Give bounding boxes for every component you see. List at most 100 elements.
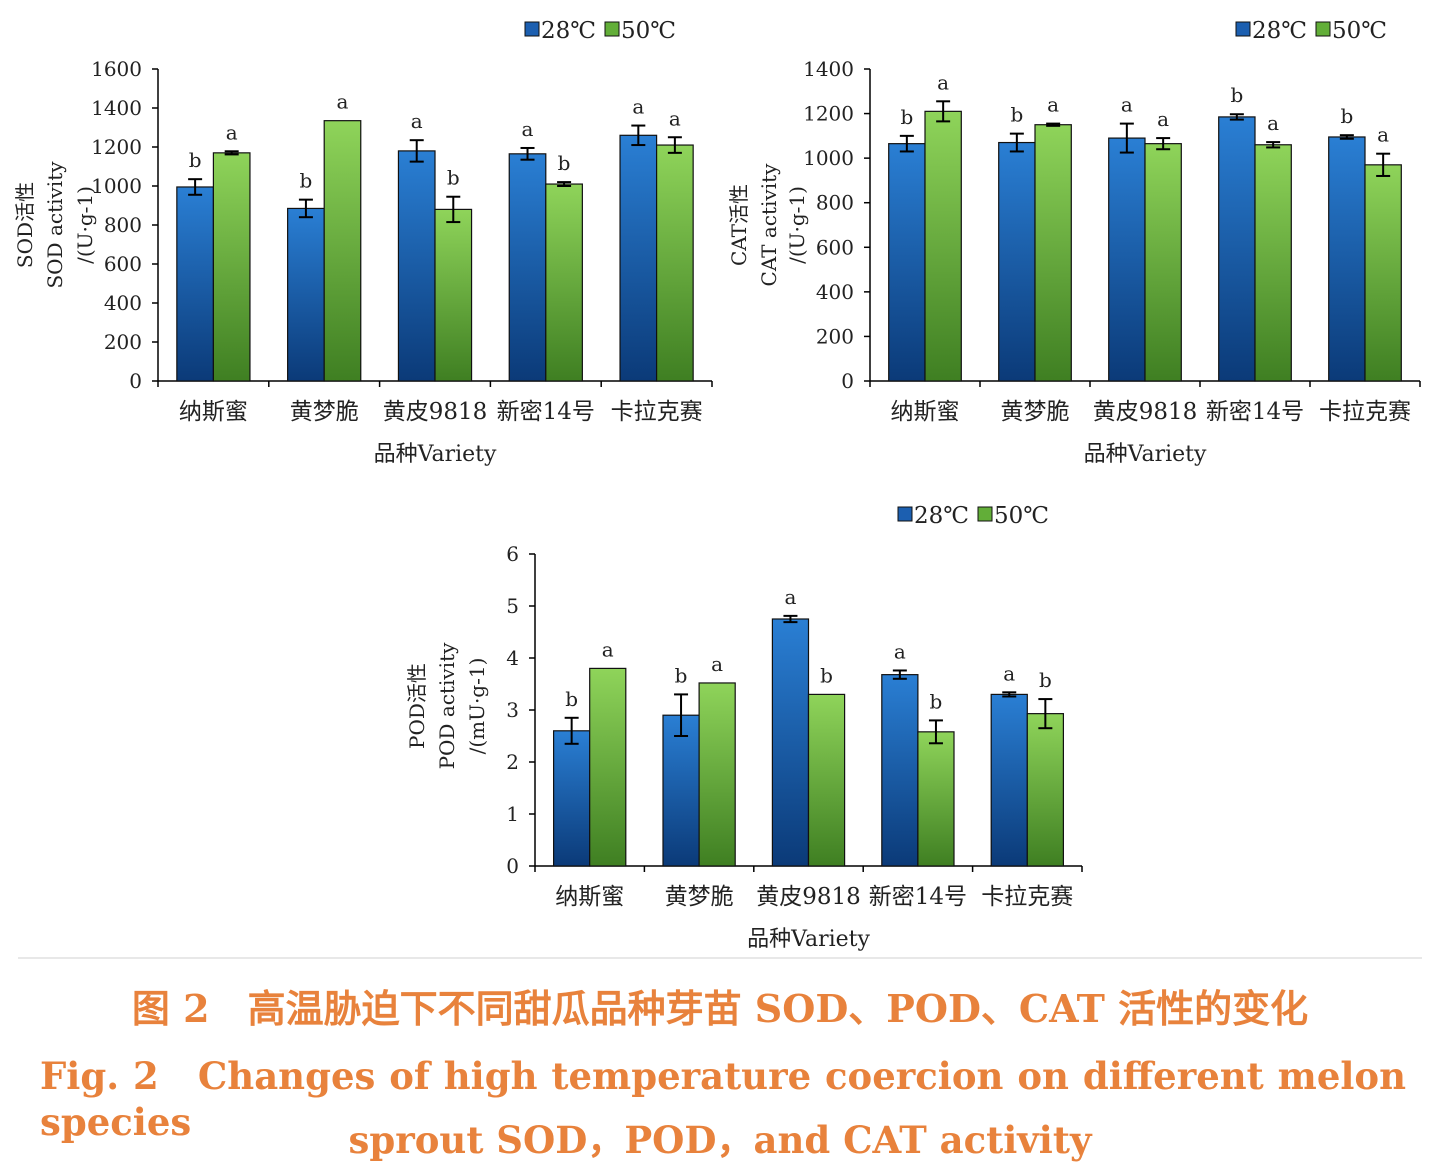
bar-28c [998, 141, 1036, 382]
x-axis-label: 品种Variety [747, 927, 870, 952]
bar-28c [662, 714, 700, 867]
y-tick-label: 0 [841, 369, 854, 393]
significance-letter: b [558, 151, 571, 175]
significance-letter: a [669, 106, 681, 130]
significance-letter: a [1047, 93, 1059, 117]
y-tick-label: 1200 [803, 102, 854, 126]
significance-letter: a [1121, 93, 1133, 117]
y-tick-label: 1400 [91, 96, 142, 120]
bar-50c [212, 152, 251, 382]
bar-28c [881, 674, 919, 867]
y-tick-label: 1200 [91, 135, 142, 159]
y-axis-label-line-1: POD活性 [405, 663, 429, 749]
significance-letter: b [189, 148, 202, 172]
significance-letter: b [1230, 83, 1243, 107]
significance-letter: a [337, 90, 349, 114]
y-axis-label-line-3: /(U·g-1) [73, 186, 97, 264]
caption-english-line-1: Fig. 2 Changes of high temperature coerc… [40, 1054, 1406, 1144]
x-category-label: 新密14号 [869, 884, 967, 910]
legend-swatch-28c [1235, 21, 1251, 37]
x-axis-label: 品种Variety [1084, 442, 1207, 467]
caption-english-line-2: sprout SOD，POD，and CAT activity [348, 1118, 1092, 1162]
y-axis-label-line-1: CAT活性 [727, 184, 751, 266]
bar-28c [287, 207, 325, 382]
bar-50c [924, 110, 962, 382]
legend: 28℃ 50℃ [1235, 18, 1387, 44]
x-category-label: 黄梦脆 [290, 399, 359, 425]
bar-50c [1364, 164, 1402, 382]
bar-28c [1108, 137, 1146, 382]
y-tick-label: 0 [129, 369, 142, 393]
significance-letter: a [784, 585, 796, 609]
y-axis-label-line-2: CAT activity [757, 163, 781, 287]
bar-28c [1328, 136, 1366, 382]
bar-28c [1218, 116, 1256, 382]
bar-50c [323, 120, 362, 382]
bar-50c [917, 731, 955, 867]
significance-letter: b [1010, 103, 1023, 127]
y-tick-label: 400 [104, 291, 142, 315]
bar-28c [176, 186, 214, 382]
x-category-label: 卡拉克赛 [1319, 399, 1411, 425]
y-axis-label-line-1: SOD活性 [13, 182, 37, 268]
bar-28c [888, 143, 926, 382]
x-category-label: 黄皮9818 [756, 884, 861, 910]
x-category-label: 黄皮9818 [1093, 399, 1198, 425]
significance-letter: a [602, 637, 614, 661]
y-tick-label: 600 [816, 235, 854, 259]
legend-label-50c: 50℃ [1332, 18, 1387, 44]
legend: 28℃ 50℃ [524, 18, 676, 44]
y-tick-label: 400 [816, 280, 854, 304]
legend-label-28c: 28℃ [541, 18, 596, 44]
x-category-label: 卡拉克赛 [611, 399, 703, 425]
y-tick-label: 0 [506, 854, 519, 878]
significance-letter: b [820, 663, 833, 687]
x-category-label: 黄梦脆 [665, 884, 734, 910]
y-tick-label: 600 [104, 252, 142, 276]
y-tick-label: 5 [506, 594, 519, 618]
y-tick-label: 200 [104, 330, 142, 354]
significance-letter: a [894, 639, 906, 663]
x-category-label: 新密14号 [497, 399, 595, 425]
significance-letter: b [675, 663, 688, 687]
y-tick-label: 1600 [91, 57, 142, 81]
significance-letter: a [226, 120, 238, 144]
significance-letter: b [1039, 668, 1052, 692]
significance-letter: a [1267, 111, 1279, 135]
x-category-label: 黄皮9818 [383, 399, 488, 425]
significance-letter: b [565, 687, 578, 711]
y-tick-label: 1 [506, 802, 519, 826]
x-category-label: 卡拉克赛 [981, 884, 1073, 910]
bar-28c [552, 730, 591, 867]
chart-panel-2: 0 200 400 600 800 1000 1200 1400 纳斯蜜 黄梦脆 黄皮9818 新密1… [727, 18, 1421, 467]
x-category-label: 黄梦脆 [1001, 399, 1070, 425]
x-category-label: 纳斯蜜 [555, 884, 624, 910]
y-axis-label-line-2: SOD activity [43, 161, 67, 289]
y-tick-label: 4 [506, 646, 519, 670]
y-axis-label-line-3: /(mU·g-1) [465, 658, 489, 755]
y-tick-label: 1400 [803, 57, 854, 81]
y-tick-label: 2 [506, 750, 519, 774]
legend-swatch-50c [977, 506, 993, 522]
bar-50c [589, 667, 627, 867]
y-tick-label: 3 [506, 698, 519, 722]
legend-label-28c: 28℃ [914, 503, 969, 529]
legend-swatch-28c [524, 21, 540, 37]
significance-letter: a [411, 109, 423, 133]
bar-50c [1254, 144, 1292, 382]
x-category-label: 新密14号 [1206, 399, 1304, 425]
y-tick-label: 1000 [91, 174, 142, 198]
chart-panel-1: 0 200 400 600 800 1000 1200 1400 1600 纳斯蜜 黄梦脆 黄皮981… [13, 18, 713, 467]
bar-28c [619, 134, 658, 382]
bar-50c [1034, 124, 1072, 382]
y-tick-label: 800 [816, 191, 854, 215]
significance-letter: a [1377, 123, 1389, 147]
x-category-label: 纳斯蜜 [179, 399, 248, 425]
significance-letter: b [300, 169, 313, 193]
bar-50c [434, 208, 473, 382]
significance-letter: a [1003, 661, 1015, 685]
significance-letter: b [900, 105, 913, 129]
bar-50c [807, 693, 846, 867]
